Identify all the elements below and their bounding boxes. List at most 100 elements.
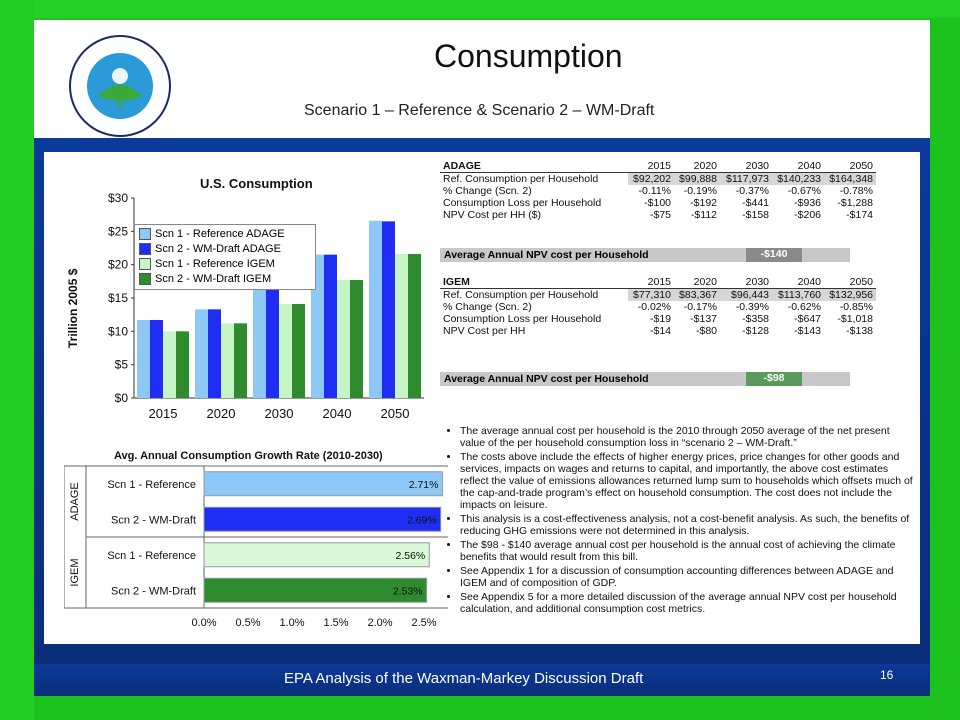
bar-2030-2 xyxy=(266,284,279,398)
table-header-cell: 2040 xyxy=(772,276,824,289)
slide-subtitle: Scenario 1 – Reference & Scenario 2 – WM… xyxy=(304,102,655,119)
table-row: Consumption Loss per Household -$100 -$192… xyxy=(440,197,876,209)
table-header-cell: 2030 xyxy=(720,160,772,173)
table-cell: $140,233 xyxy=(772,172,824,185)
table-cell: -$936 xyxy=(794,197,821,209)
bar-2050-3 xyxy=(395,254,408,398)
growth-x-tick-label: 1.0% xyxy=(279,617,304,629)
table-row: NPV Cost per HH ($) -$75 -$112 -$158 -$206 -$… xyxy=(440,209,876,221)
table-header-cell: 2020 xyxy=(674,276,720,289)
table-cell: -0.85% xyxy=(839,301,873,313)
table-cell: Ref. Consumption per Household xyxy=(443,173,599,185)
table-cell: -0.11% xyxy=(638,185,672,197)
table-cell: -0.37% xyxy=(735,185,769,197)
table-cell: -0.02% xyxy=(637,301,671,313)
bar-2020-3 xyxy=(221,323,234,398)
growth-bar-4 xyxy=(203,577,428,603)
bar-2040-1 xyxy=(311,254,324,398)
table-cell: Consumption Loss per Household xyxy=(443,313,602,325)
table-cell: NPV Cost per HH xyxy=(443,325,526,337)
x-tick-label: 2040 xyxy=(323,406,352,421)
table-header-row: ADAGE 2015 2020 2030 2040 2050 xyxy=(440,160,876,173)
table-cell: -$80 xyxy=(695,325,717,337)
table-cell: -$128 xyxy=(742,325,769,337)
y-tick-label: $25 xyxy=(108,224,128,238)
table-cell: -$174 xyxy=(846,209,873,221)
legend-item: Scn 1 - Reference IGEM xyxy=(139,258,275,270)
bar-2015-3 xyxy=(163,331,176,398)
bar-2015-4 xyxy=(176,331,189,398)
table-row: Ref. Consumption per Household $92,202 $99… xyxy=(440,172,876,185)
bar-2030-4 xyxy=(292,304,305,398)
igem-table: IGEM 2015 2020 2030 2040 2050 Ref. Consumption… xyxy=(440,276,876,337)
green-left-band xyxy=(0,0,34,720)
adage-summary-value: -$140 xyxy=(746,248,802,262)
growth-value-label: 2.69% xyxy=(407,514,437,526)
y-tick-label: $20 xyxy=(108,258,128,272)
table-row: % Change (Scn. 2) -0.02% -0.17% -0.39% -0.62… xyxy=(440,301,876,313)
table-cell: -0.62% xyxy=(787,301,821,313)
table-header-row: IGEM 2015 2020 2030 2040 2050 xyxy=(440,276,876,289)
table-cell: -$358 xyxy=(742,313,769,325)
legend-label: Scn 2 - WM-Draft IGEM xyxy=(155,273,272,285)
table-cell: $99,888 xyxy=(674,172,720,185)
bar-2015-1 xyxy=(137,320,150,398)
table-header-cell: 2030 xyxy=(720,276,772,289)
green-top-band xyxy=(0,0,960,18)
table-cell: -$647 xyxy=(794,313,821,325)
y-tick-label: $0 xyxy=(115,391,129,405)
growth-value-label: 2.53% xyxy=(393,585,423,597)
table-row: Ref. Consumption per Household $77,310 $83… xyxy=(440,288,876,301)
page-number: 16 xyxy=(880,668,894,682)
table-header-cell: 2050 xyxy=(824,160,876,173)
epa-logo xyxy=(69,35,171,137)
legend-item: Scn 2 - WM-Draft ADAGE xyxy=(139,243,281,255)
x-tick-label: 2050 xyxy=(381,406,410,421)
y-tick-label: $10 xyxy=(108,324,128,338)
footer-title: EPA Analysis of the Waxman-Markey Discus… xyxy=(284,670,644,687)
table-cell: NPV Cost per HH ($) xyxy=(443,209,542,221)
adage-summary-bar: Average Annual NPV cost per Household -$… xyxy=(440,248,850,262)
table-header-cell: IGEM xyxy=(440,276,628,289)
table-cell: Consumption Loss per Household xyxy=(443,197,602,209)
table-row: NPV Cost per HH -$14 -$80 -$128 -$143 -$138 xyxy=(440,325,876,337)
table-cell: Ref. Consumption per Household xyxy=(443,289,599,301)
table-cell: -$14 xyxy=(649,325,671,337)
adage-table: ADAGE 2015 2020 2030 2040 2050 Ref. Consumptio… xyxy=(440,160,876,221)
x-tick-label: 2015 xyxy=(149,406,178,421)
table-cell: -$158 xyxy=(742,209,769,221)
growth-value-label: 2.56% xyxy=(395,550,425,562)
bar-2030-1 xyxy=(253,283,266,398)
growth-bar-2 xyxy=(203,506,442,532)
growth-x-tick-label: 1.5% xyxy=(323,617,348,629)
adage-summary-label: Average Annual NPV cost per Household xyxy=(444,249,649,261)
slide: Consumption Scenario 1 – Reference & Sce… xyxy=(34,20,930,696)
table-header-cell: ADAGE xyxy=(440,160,628,173)
bar-2050-1 xyxy=(369,220,382,398)
table-cell: $96,443 xyxy=(720,288,772,301)
growth-chart: ADAGE IGEM 2.71% Scn 1 - Reference 2.69% Scn … xyxy=(64,465,448,629)
bar-2020-2 xyxy=(208,309,221,398)
notes-list: The average annual cost per household is… xyxy=(446,425,916,615)
table-cell: -$1,288 xyxy=(837,197,873,209)
growth-x-tick-label: 2.5% xyxy=(411,617,436,629)
table-cell: $132,956 xyxy=(824,288,876,301)
table-cell: -$192 xyxy=(690,197,717,209)
y-tick-label: $15 xyxy=(108,291,128,305)
table-cell: -$112 xyxy=(690,209,717,221)
table-row: Consumption Loss per Household -$19 -$137 -… xyxy=(440,313,876,325)
legend-label: Scn 1 - Reference ADAGE xyxy=(155,228,285,240)
bar-2040-4 xyxy=(350,280,363,398)
note-item: The costs above include the effects of h… xyxy=(460,451,916,511)
bar-2020-1 xyxy=(195,309,208,398)
notes: The average annual cost per household is… xyxy=(446,425,916,617)
table-cell: -0.39% xyxy=(735,301,769,313)
table-cell: $83,367 xyxy=(674,288,720,301)
bar-2030-3 xyxy=(279,304,292,398)
bar-2040-2 xyxy=(324,254,337,398)
legend: Scn 1 - Reference ADAGE Scn 2 - WM-Draft… xyxy=(134,224,316,290)
table-header-cell: 2050 xyxy=(824,276,876,289)
growth-category-label: Scn 2 - WM-Draft xyxy=(111,585,196,597)
y-tick-label: $5 xyxy=(115,358,129,372)
chart-title-consumption: U.S. Consumption xyxy=(200,176,313,191)
